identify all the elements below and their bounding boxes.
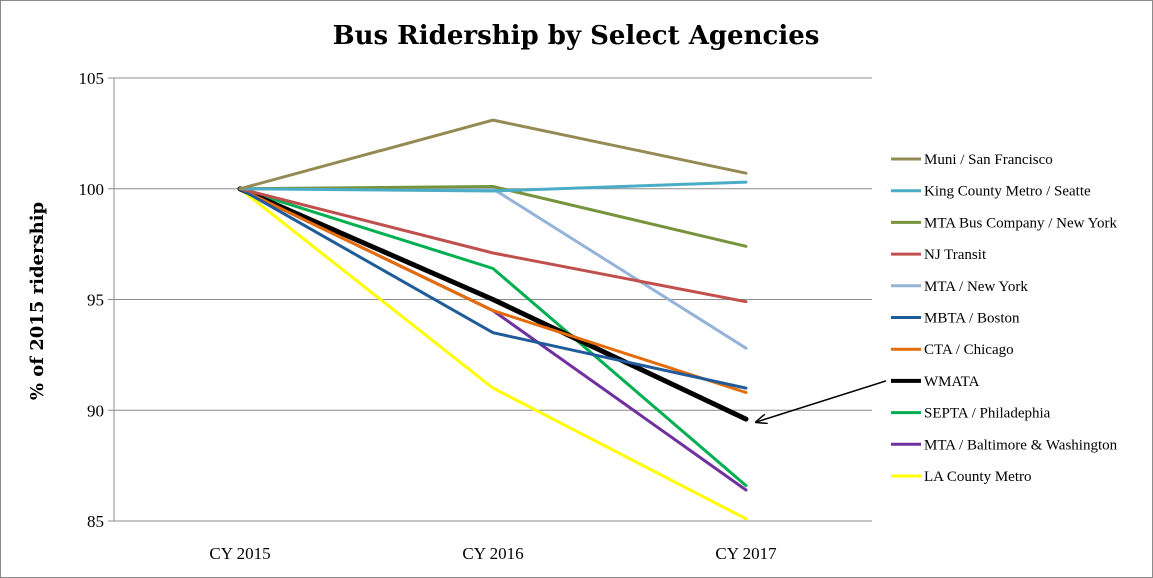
legend-label: Muni / San Francisco xyxy=(924,152,1053,168)
x-tick-label: CY 2017 xyxy=(715,544,777,563)
y-tick-label: 100 xyxy=(79,180,105,199)
y-tick-label: 85 xyxy=(87,512,104,531)
annotation-arrow xyxy=(756,380,887,422)
series-line-septa-philadephia xyxy=(238,187,748,488)
legend-label: NJ Transit xyxy=(924,247,987,263)
series-line-mbta-boston xyxy=(238,187,748,390)
series-line-cta-chicago xyxy=(238,187,748,394)
legend-label: MBTA / Boston xyxy=(924,311,1020,327)
series-line-mta-baltimore-washington xyxy=(238,187,748,492)
axes: 85 90 95 100 105 CY 2015 CY 2016 CY 2017 xyxy=(79,69,778,563)
series-line-la-county-metro xyxy=(238,187,748,521)
legend-label: SEPTA / Philadephia xyxy=(924,406,1051,422)
chart-title: Bus Ridership by Select Agencies xyxy=(333,21,820,51)
series-line-nj-transit xyxy=(238,187,748,304)
legend-label: CTA / Chicago xyxy=(924,342,1014,358)
legend-label: WMATA xyxy=(924,374,980,390)
y-tick-label: 90 xyxy=(87,401,104,420)
x-tick-label: CY 2015 xyxy=(209,544,270,563)
y-tick-label: 105 xyxy=(79,69,105,88)
legend-label: LA County Metro xyxy=(924,469,1032,485)
x-tick-label: CY 2016 xyxy=(462,544,523,563)
y-axis-label: % of 2015 ridership xyxy=(27,202,48,400)
legend-label: MTA / Baltimore & Washington xyxy=(924,437,1118,453)
legend-label: King County Metro / Seatte xyxy=(924,184,1091,200)
annotations xyxy=(756,380,887,422)
series-line-mta-bus-company-new-york xyxy=(238,185,748,248)
y-tick-label: 95 xyxy=(87,291,104,310)
series-line-wmata xyxy=(237,186,749,422)
legend-label: MTA / New York xyxy=(924,279,1028,295)
series-line-king-county-metro-seatte xyxy=(238,180,748,193)
series-lines xyxy=(237,118,749,521)
legend-label: MTA Bus Company / New York xyxy=(924,215,1117,231)
series-line-muni-san-francisco xyxy=(238,118,748,191)
legend: Muni / San Francisco King County Metro / … xyxy=(891,152,1118,485)
